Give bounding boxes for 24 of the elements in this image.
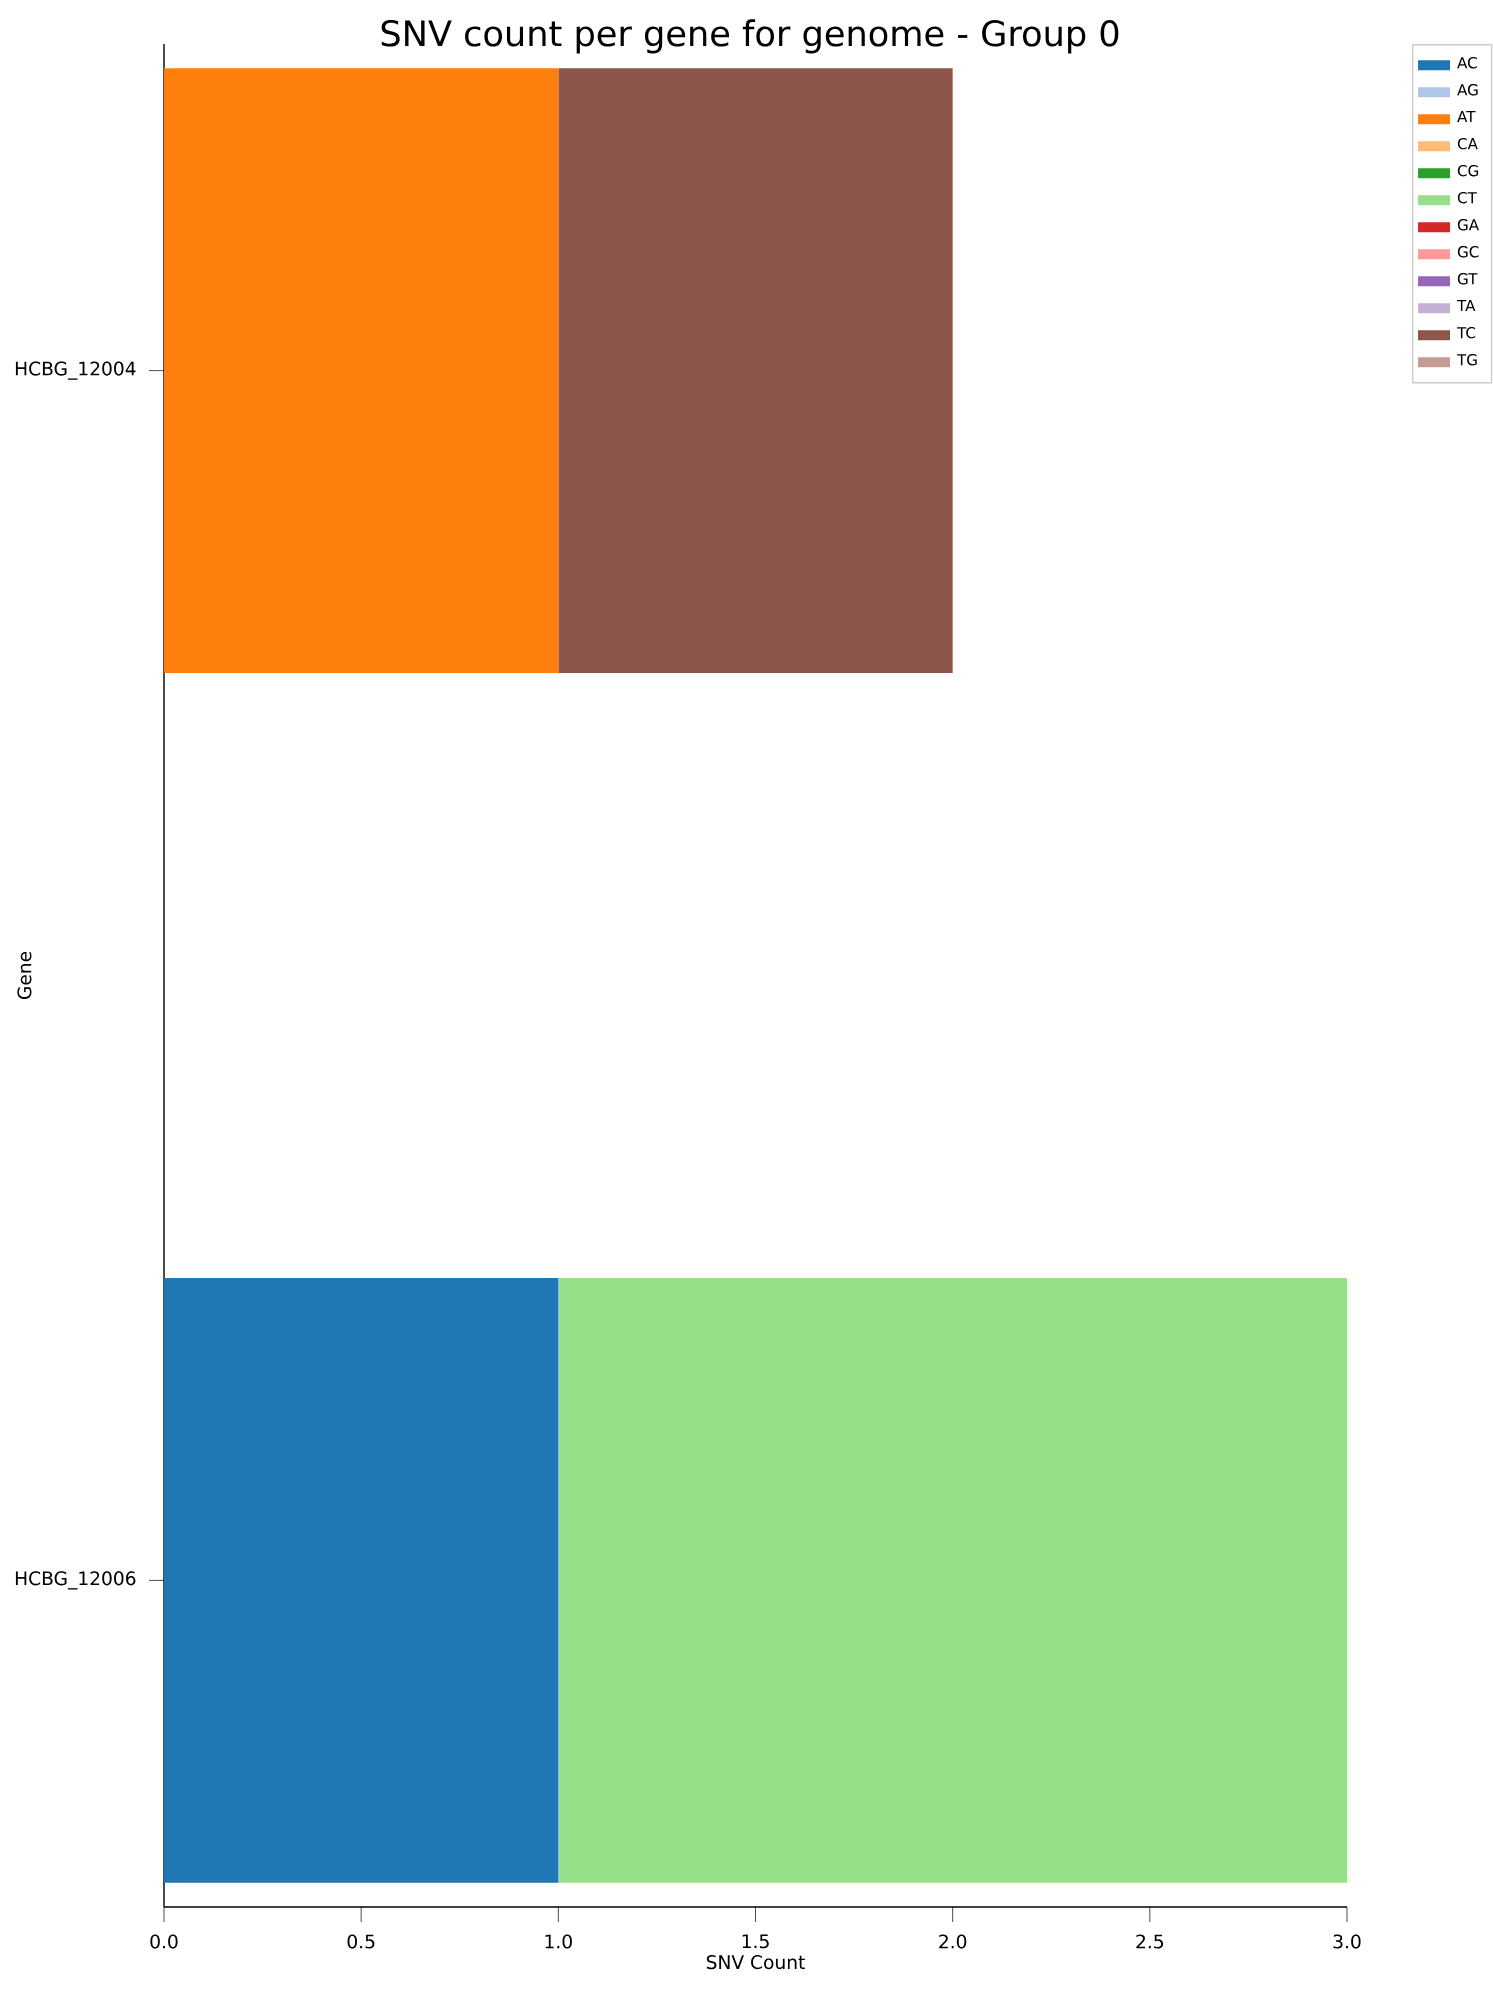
legend-label: CT	[1457, 192, 1477, 204]
legend-label: GA	[1457, 219, 1479, 231]
x-tick-label: 0.5	[347, 1934, 375, 1949]
x-tick-label: 3.0	[1333, 1934, 1361, 1949]
chart-title: SNV count per gene for genome - Group 0	[381, 19, 1119, 54]
x-tick-label: 0.0	[150, 1934, 178, 1949]
y-tick-label: HCBG_12006	[15, 1571, 136, 1590]
x-tick-label: 2.0	[939, 1934, 967, 1949]
legend-label: CG	[1457, 164, 1479, 177]
legend-label: AT	[1457, 111, 1476, 123]
legend-label: TC	[1457, 326, 1476, 339]
y-tick-label: HCBG_12004	[15, 361, 136, 380]
x-tick-label: 1.0	[545, 1934, 572, 1949]
legend-label: GT	[1457, 273, 1478, 285]
x-tick-label: 1.5	[742, 1934, 769, 1949]
legend-label: CA	[1457, 137, 1478, 150]
x-axis-title: SNV Count	[706, 1955, 805, 1970]
x-tick-label: 2.5	[1136, 1934, 1164, 1949]
legend-label: TA	[1457, 300, 1476, 312]
legend-label: AG	[1457, 84, 1478, 96]
y-axis-title: Gene	[17, 951, 32, 1000]
legend-label: TG	[1457, 353, 1477, 366]
legend-label: AC	[1457, 57, 1477, 69]
legend-label: GC	[1457, 246, 1479, 258]
